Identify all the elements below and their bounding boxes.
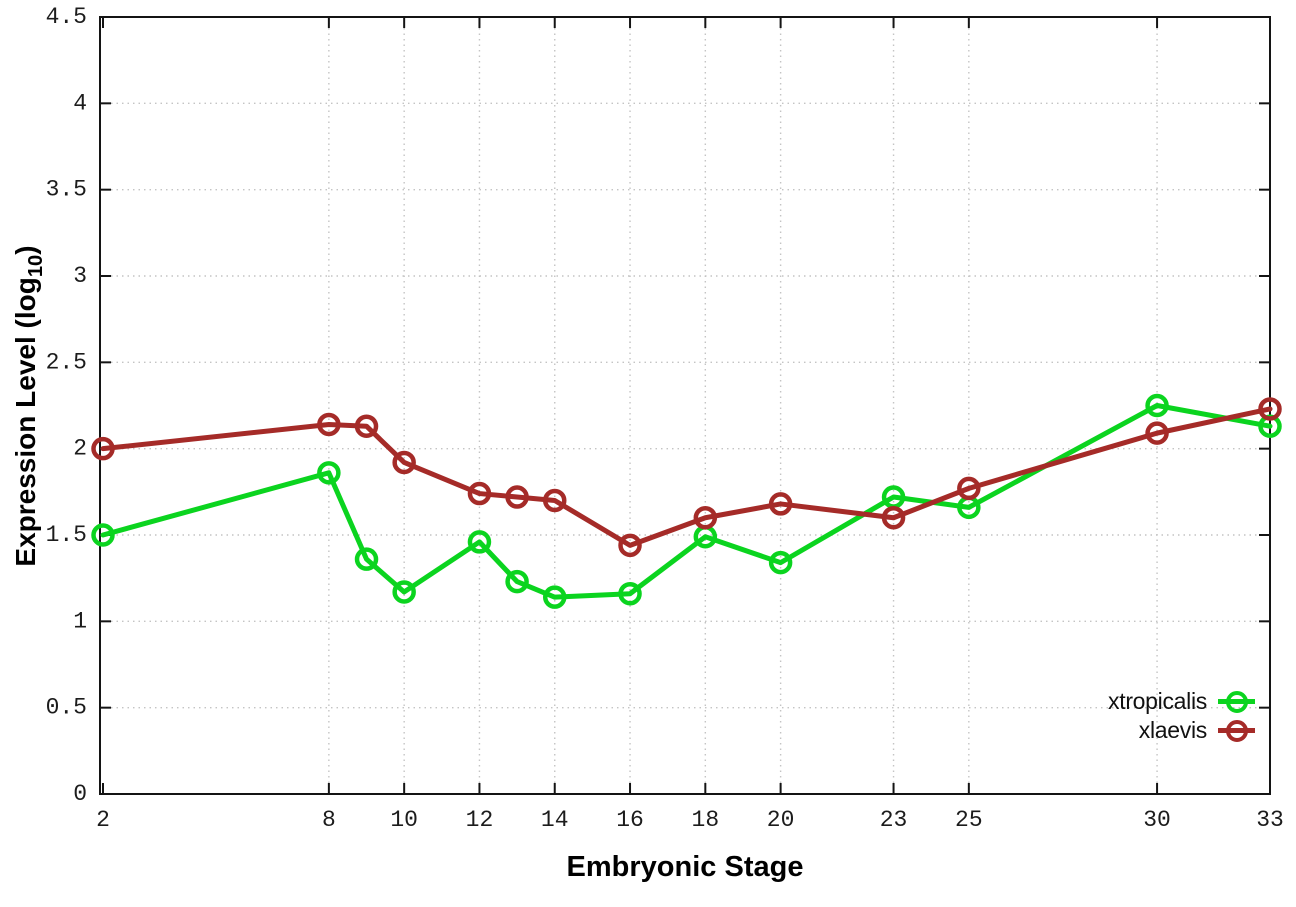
data-point-xlaevis (467, 481, 492, 506)
data-point-xtropicalis (317, 461, 341, 485)
data-point-xlaevis (392, 450, 416, 475)
y-tick-label: 0 (73, 781, 87, 807)
x-tick-label: 33 (1256, 807, 1284, 833)
y-axis-title: Expression Level (log10) (10, 245, 48, 566)
x-axis-title: Embryonic Stage (566, 851, 804, 883)
data-point-xlaevis (317, 412, 341, 437)
x-tick-label: 8 (322, 807, 336, 833)
y-tick-label: 1 (73, 608, 87, 634)
legend-label: xlaevis (1138, 717, 1208, 743)
plot-border (99, 16, 1271, 795)
legend-label: xtropicalis (1108, 688, 1207, 714)
legend-marker-xlaevis (1218, 718, 1255, 744)
data-point-xlaevis (1145, 421, 1169, 445)
data-point-xtropicalis (505, 569, 529, 594)
data-point-xlaevis (618, 533, 642, 558)
legend-point-sample (1225, 690, 1248, 713)
data-point-xlaevis (957, 476, 981, 501)
data-point-xtropicalis (392, 580, 416, 604)
data-point-xlaevis (354, 414, 379, 438)
data-point-xtropicalis (467, 530, 492, 554)
data-point-xtropicalis (354, 547, 379, 571)
data-point-xtropicalis (542, 585, 567, 609)
x-tick-label: 16 (616, 807, 644, 833)
data-point-xtropicalis (768, 550, 793, 575)
y-tick-label: 3 (73, 263, 87, 289)
legend-item-xlaevis: xlaevis (1108, 716, 1255, 745)
x-tick-label: 20 (767, 807, 795, 833)
legend-marker-xtropicalis (1218, 689, 1255, 715)
data-point-xlaevis (1258, 397, 1282, 421)
data-point-xlaevis (91, 436, 115, 461)
y-tick-label: 3.5 (46, 177, 87, 203)
x-tick-label: 2 (96, 807, 110, 833)
data-point-xtropicalis (1145, 393, 1169, 418)
y-tick-label: 2 (73, 436, 87, 462)
x-tick-label: 14 (541, 807, 569, 833)
x-tick-label: 25 (955, 807, 983, 833)
y-tick-label: 1.5 (46, 522, 87, 548)
y-tick-label: 4.5 (46, 4, 87, 30)
series-line-xlaevis (100, 406, 1273, 548)
x-tick-label: 30 (1143, 807, 1171, 833)
legend-item-xtropicalis: xtropicalis (1108, 687, 1255, 716)
data-point-xlaevis (768, 492, 793, 516)
x-tick-label: 12 (466, 807, 494, 833)
data-point-xlaevis (505, 485, 529, 509)
legend: xtropicalis xlaevis (1108, 687, 1255, 745)
x-tick-label: 18 (692, 807, 720, 833)
y-axis-title-close: ) (10, 245, 42, 255)
y-tick-label: 4 (73, 90, 87, 116)
data-point-xtropicalis (91, 523, 115, 547)
y-axis-title-subscript: 10 (24, 254, 47, 278)
y-tick-label: 0.5 (46, 695, 87, 721)
data-point-xlaevis (542, 488, 567, 513)
x-tick-label: 10 (390, 807, 418, 833)
data-point-xlaevis (693, 505, 718, 530)
y-tick-label: 2.5 (46, 349, 87, 375)
legend-point-sample (1225, 719, 1248, 742)
x-tick-label: 23 (880, 807, 908, 833)
data-point-xlaevis (881, 505, 906, 530)
data-point-xtropicalis (618, 581, 642, 606)
series-line-xtropicalis (100, 403, 1273, 600)
y-axis-title-text: Expression Level (log (10, 277, 42, 567)
